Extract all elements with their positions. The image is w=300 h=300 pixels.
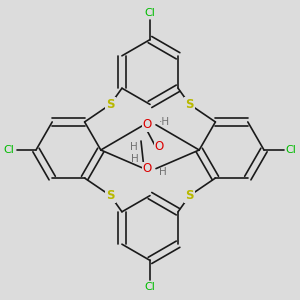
Text: O: O	[142, 162, 152, 175]
Text: O: O	[154, 140, 164, 154]
Text: H: H	[159, 167, 167, 177]
Text: S: S	[185, 98, 194, 111]
Text: S: S	[185, 189, 194, 202]
Text: Cl: Cl	[145, 8, 155, 18]
Text: S: S	[106, 189, 115, 202]
Text: O: O	[142, 118, 152, 131]
Text: ·H: ·H	[159, 117, 170, 127]
Text: H: H	[131, 154, 139, 164]
Text: S: S	[106, 98, 115, 111]
Text: Cl: Cl	[286, 145, 296, 155]
Text: H: H	[130, 142, 138, 152]
Text: Cl: Cl	[4, 145, 14, 155]
Text: Cl: Cl	[145, 282, 155, 292]
